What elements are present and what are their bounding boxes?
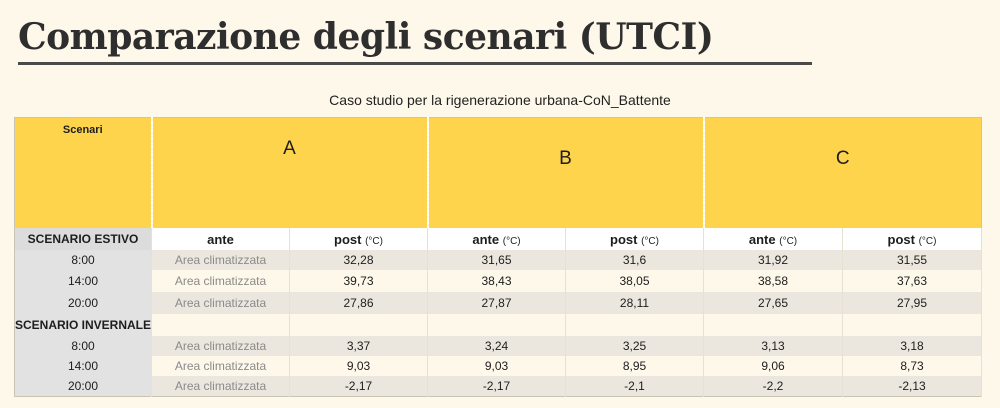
scenario-header-row: Scenari A B C — [14, 117, 982, 228]
winter-section-label: SCENARIO INVERNALE — [14, 314, 152, 336]
table-row: 20:00 Area climatizzata -2,17 -2,17 -2,1… — [14, 376, 983, 397]
col-a-ante: ante — [151, 228, 290, 250]
col-b-post: post (°C) — [565, 228, 704, 250]
corner-label: Scenari — [14, 117, 153, 228]
scenario-c-header: C — [703, 117, 982, 228]
col-c-ante: ante (°C) — [703, 228, 843, 250]
page-title: Comparazione degli scenari (UTCI) — [18, 16, 714, 58]
col-c-post: post (°C) — [842, 228, 983, 250]
column-header-row: SCENARIO ESTIVO ante post (°C) ante (°C)… — [14, 228, 983, 250]
winter-section-row: SCENARIO INVERNALE — [14, 314, 983, 336]
table-row: 14:00 Area climatizzata 39,73 38,43 38,0… — [14, 270, 983, 292]
col-a-post: post (°C) — [289, 228, 428, 250]
subtitle: Caso studio per la rigenerazione urbana-… — [329, 92, 671, 108]
table-row: 20:00 Area climatizzata 27,86 27,87 28,1… — [14, 292, 983, 314]
table-row: 8:00 Area climatizzata 3,37 3,24 3,25 3,… — [14, 336, 983, 356]
scenario-b-header: B — [427, 117, 705, 228]
title-underline — [18, 62, 812, 65]
scenario-comparison-table: Scenari A B C SCENARIO ESTIVO ante post … — [14, 117, 983, 397]
scenario-a-header: A — [151, 117, 429, 228]
summer-section-label: SCENARIO ESTIVO — [14, 228, 152, 250]
table-row: 14:00 Area climatizzata 9,03 9,03 8,95 9… — [14, 356, 983, 376]
table-row: 8:00 Area climatizzata 32,28 31,65 31,6 … — [14, 250, 983, 270]
col-b-ante: ante (°C) — [427, 228, 566, 250]
